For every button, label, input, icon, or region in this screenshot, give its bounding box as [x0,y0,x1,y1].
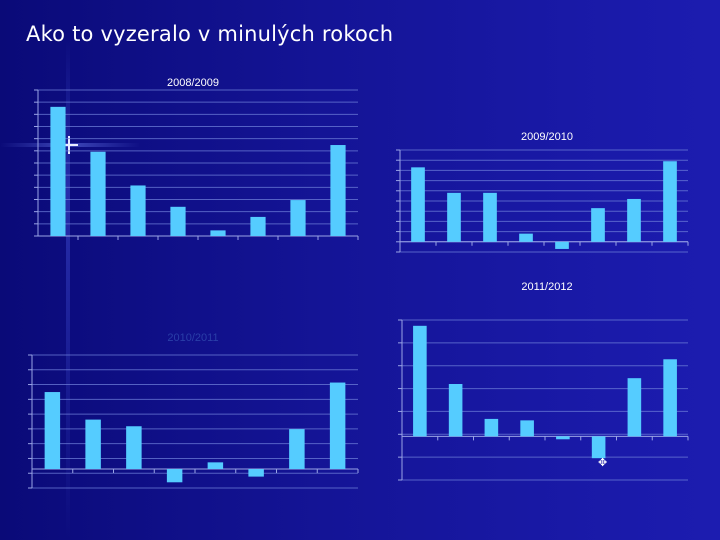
bar [627,378,642,437]
bar [289,429,305,469]
chart-2008-2009: 2008/2009 [18,68,368,278]
chart-2009-2010: 2009/2010 [382,126,712,271]
bar [448,384,463,437]
chart-title: 2010/2011 [167,332,219,344]
bar [519,233,533,242]
bar-chart-plot [34,89,359,240]
bar [556,436,570,440]
bar [484,418,499,437]
bar [663,161,677,242]
chart-2011-2012: 2011/2012 ✥ [382,278,712,518]
light-streak-vertical [66,40,70,540]
bar [44,392,61,469]
bar-chart-plot [28,354,359,489]
bar [130,185,146,236]
bar [447,192,461,242]
chart-title: 2011/2012 [521,281,573,293]
bar-chart-plot [396,149,689,253]
bar [290,200,306,236]
chart-2010-2011: 2010/2011 [18,330,368,500]
bar [329,382,346,469]
bar [411,167,425,242]
chart-title: 2008/2009 [167,77,219,89]
bar [591,436,606,459]
bar [248,469,264,477]
bar [85,419,101,469]
bar [591,208,605,242]
bar-chart-plot [398,319,689,481]
bar [627,198,641,242]
slide-title: Ako to vyzeralo v minulých rokoch [26,22,394,46]
bar [555,241,569,249]
bar [330,145,346,236]
bar [483,192,497,242]
sparkle-icon [60,136,78,154]
bar [663,359,677,437]
bar [90,151,106,236]
chart-title: 2009/2010 [521,131,573,143]
bar [210,230,226,236]
bar [170,206,186,236]
bar [166,469,183,483]
bar [50,106,66,236]
bar [413,325,427,437]
bar [126,426,142,469]
cursor-icon: ✥ [598,457,608,469]
bar [250,216,266,236]
bar [520,420,534,437]
bar [207,462,224,469]
